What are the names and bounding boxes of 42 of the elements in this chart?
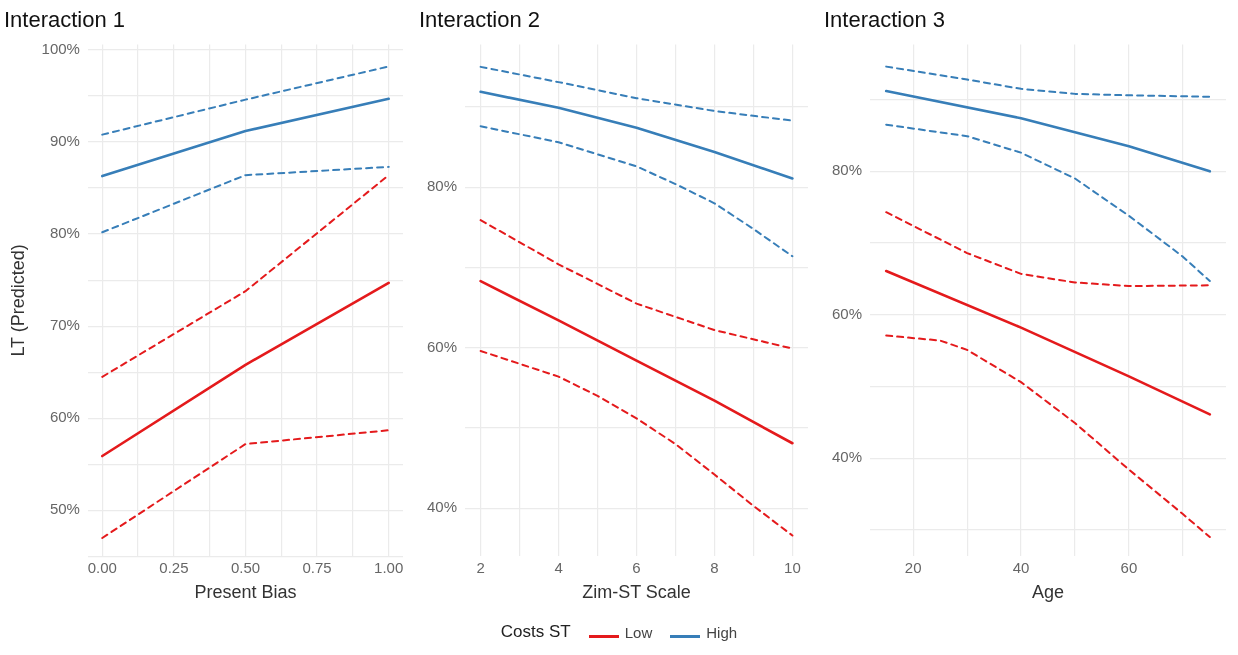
- x-axis-title: Zim-ST Scale: [582, 582, 691, 603]
- y-tick-label: 40%: [426, 498, 458, 516]
- x-tick-label: 10: [784, 558, 801, 576]
- legend-label: High: [705, 623, 738, 641]
- x-tick-label: 20: [904, 558, 922, 576]
- y-tick-label: 50%: [49, 500, 80, 518]
- y-axis-title: LT (Predicted): [7, 244, 28, 357]
- x-tick-label: 0.25: [159, 558, 189, 576]
- y-tick-label: 80%: [49, 224, 80, 242]
- line-series: [885, 65, 1211, 98]
- x-tick-label: 8: [710, 558, 719, 576]
- x-tick-label: 0.00: [87, 558, 117, 576]
- x-tick-label: 0.75: [302, 558, 332, 576]
- x-tick-label: 1.00: [374, 558, 404, 576]
- line-series: [885, 123, 1211, 283]
- chart-title: Interaction 2: [419, 7, 541, 33]
- x-tick-label: 0.50: [230, 558, 261, 576]
- x-axis-title: Age: [1032, 582, 1065, 603]
- y-tick-label: 60%: [831, 304, 863, 322]
- y-tick-label: 90%: [49, 132, 80, 150]
- y-tick-label: 100%: [41, 40, 80, 58]
- x-tick-label: 4: [554, 558, 563, 576]
- y-tick-label: 40%: [831, 448, 863, 466]
- x-tick-label: 40: [1012, 558, 1030, 576]
- chart-title: Interaction 1: [4, 7, 126, 33]
- y-tick-label: 80%: [426, 177, 458, 195]
- x-tick-label: 60: [1120, 558, 1138, 576]
- y-tick-label: 80%: [831, 161, 863, 179]
- x-tick-label: 2: [476, 558, 485, 576]
- legend-label: Low: [623, 623, 653, 641]
- y-tick-label: 60%: [49, 408, 80, 426]
- line-series: [885, 211, 1211, 288]
- y-tick-label: 70%: [49, 316, 80, 334]
- x-axis-title: Present Bias: [194, 582, 297, 603]
- line-series: [479, 65, 794, 122]
- line-series: [885, 334, 1211, 539]
- x-tick-label: 6: [632, 558, 641, 576]
- chart-title: Interaction 3: [824, 7, 946, 33]
- y-tick-label: 60%: [426, 337, 458, 355]
- legend-title: Costs ST: [500, 622, 571, 642]
- line-series: [479, 349, 794, 537]
- line-series: [479, 125, 794, 258]
